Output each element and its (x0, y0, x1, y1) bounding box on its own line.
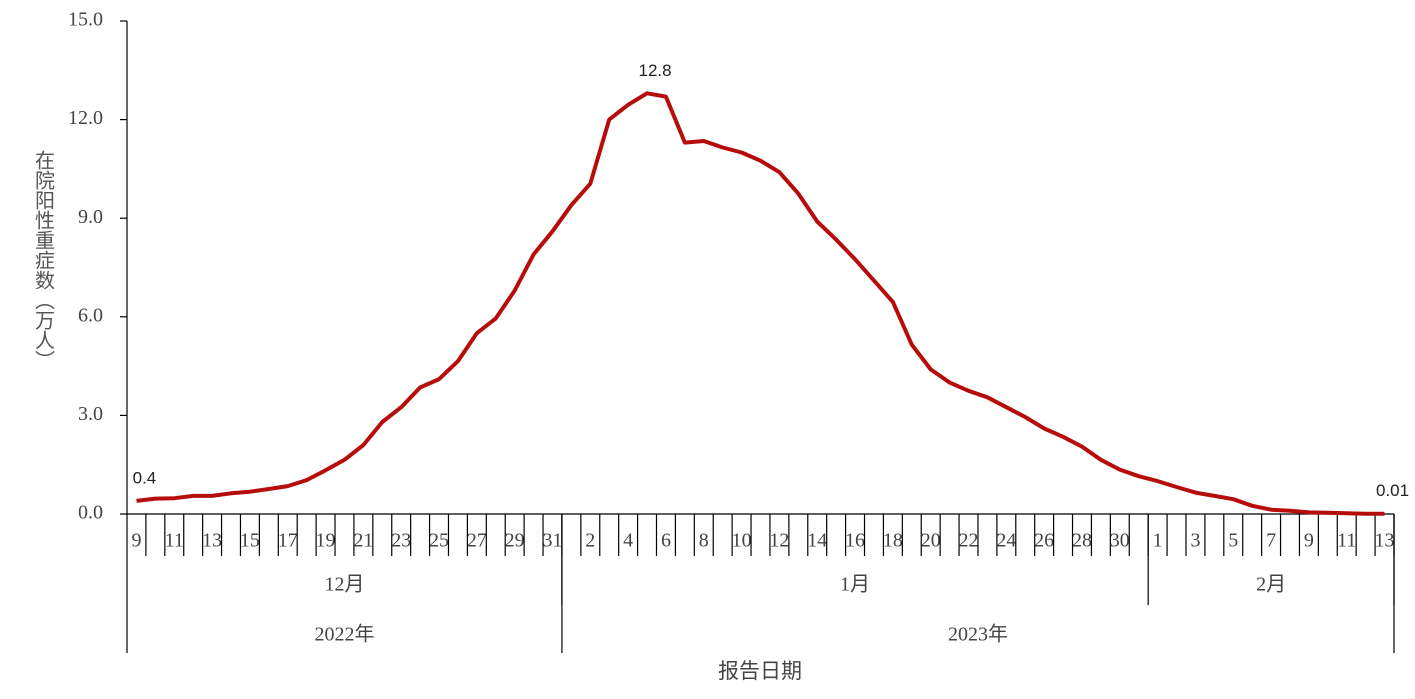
x-tick-label: 12 (769, 530, 789, 552)
month-label: 1月 (840, 574, 870, 596)
x-tick-label: 11 (1337, 530, 1356, 552)
x-tick-label: 9 (131, 530, 141, 552)
y-tick-label: 0.0 (78, 502, 103, 524)
x-tick-label: 19 (316, 530, 336, 552)
month-label: 2月 (1256, 574, 1286, 596)
y-tick-label: 3.0 (78, 403, 103, 425)
x-tick-label: 14 (807, 530, 827, 552)
x-tick-label: 16 (845, 530, 865, 552)
x-axis-title: 报告日期 (718, 659, 802, 683)
data-line (136, 91, 1385, 516)
x-tick-label: 31 (542, 530, 562, 552)
x-tick-label: 2 (585, 530, 595, 552)
x-tick-label: 3 (1190, 530, 1200, 552)
data-label: 0.4 (133, 468, 157, 487)
y-tick-label: 12.0 (68, 107, 103, 129)
x-tick-label: 7 (1266, 530, 1276, 552)
x-tick-label: 15 (240, 530, 260, 552)
y-axis-title: 在院阳性重症数（万人） (32, 150, 56, 370)
year-label: 2023年 (948, 623, 1008, 646)
x-tick-label: 9 (1304, 530, 1314, 552)
year-label: 2022年 (314, 623, 374, 646)
x-tick-label: 6 (661, 530, 671, 552)
x-tick-label: 5 (1228, 530, 1238, 552)
x-tick-label: 1 (1153, 530, 1163, 552)
x-tick-label: 29 (505, 530, 525, 552)
month-label: 12月 (324, 574, 364, 596)
x-tick-label: 20 (921, 530, 941, 552)
y-tick-label: 9.0 (78, 206, 103, 228)
y-tick-label: 6.0 (78, 304, 103, 326)
x-tick-label: 22 (959, 530, 979, 552)
x-tick-label: 8 (699, 530, 709, 552)
x-tick-label: 23 (391, 530, 411, 552)
y-tick-label: 15.0 (68, 9, 103, 31)
x-tick-label: 13 (202, 530, 222, 552)
x-tick-label: 13 (1375, 530, 1395, 552)
x-tick-label: 28 (1072, 530, 1092, 552)
x-tick-label: 27 (467, 530, 487, 552)
data-label: 0.01 (1376, 481, 1409, 500)
x-tick-label: 24 (996, 530, 1016, 552)
x-tick-label: 25 (429, 530, 449, 552)
x-tick-label: 10 (732, 530, 752, 552)
x-tick-label: 26 (1034, 530, 1054, 552)
x-tick-label: 11 (165, 530, 184, 552)
x-tick-label: 21 (353, 530, 373, 552)
x-tick-label: 17 (278, 530, 298, 552)
data-label: 12.8 (638, 61, 671, 80)
x-tick-label: 4 (623, 530, 633, 552)
x-tick-label: 30 (1110, 530, 1130, 552)
x-tick-label: 18 (883, 530, 903, 552)
